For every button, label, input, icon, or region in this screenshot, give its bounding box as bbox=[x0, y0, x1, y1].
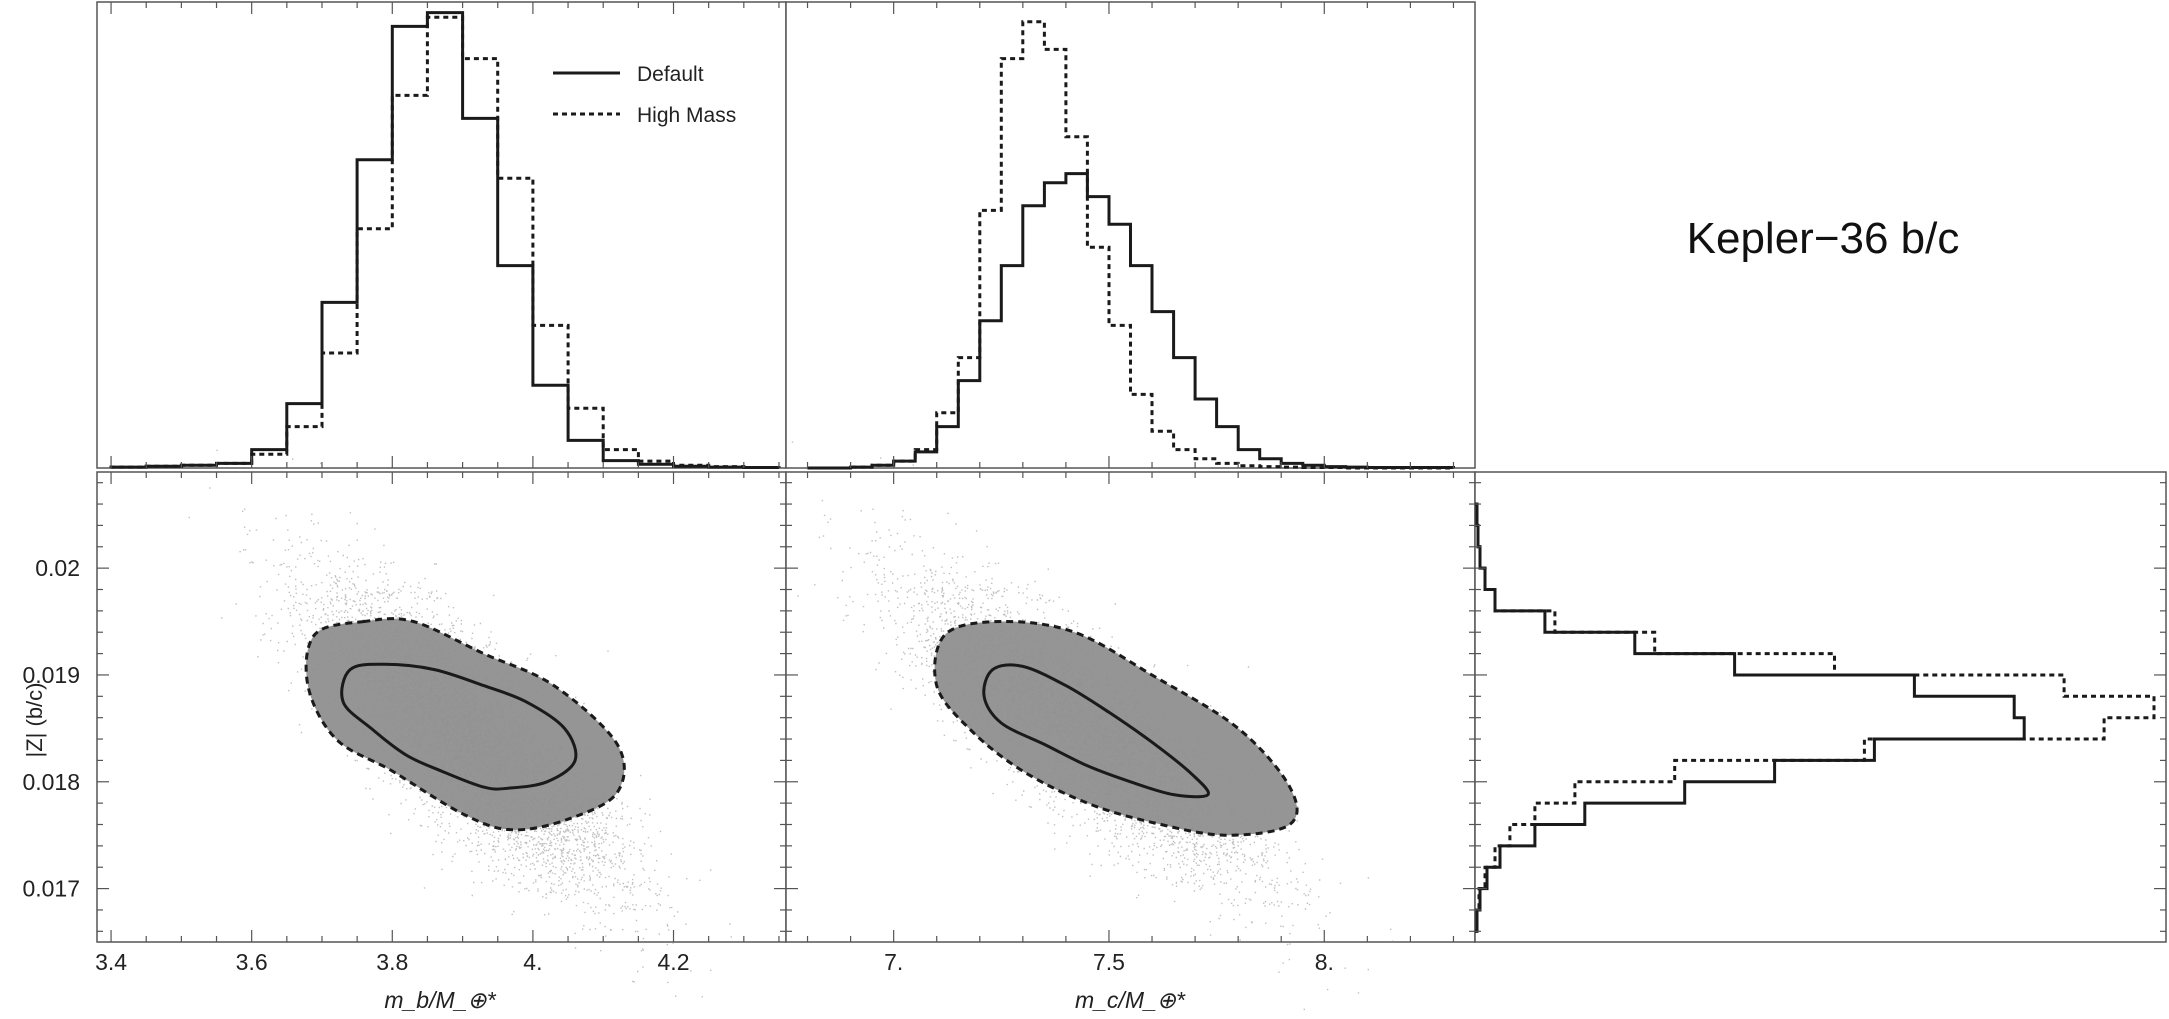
contour-outer-mb bbox=[304, 617, 626, 832]
legend: Default High Mass bbox=[553, 63, 736, 127]
scatter-dense-core bbox=[306, 618, 625, 830]
x-tick-label: 3.8 bbox=[376, 949, 408, 975]
contour-inner-mc bbox=[982, 663, 1210, 799]
y-tick-label: 0.017 bbox=[22, 876, 80, 902]
x-tick-label: 4. bbox=[523, 949, 542, 975]
contour-inner-mb bbox=[340, 662, 578, 791]
y-tick-label: 0.02 bbox=[35, 555, 80, 581]
y-tick-label: 0.018 bbox=[22, 769, 80, 795]
histogram-mb-frame bbox=[96, 1, 787, 469]
x-tick-label: 7.5 bbox=[1093, 949, 1125, 975]
x-tick-label: 3.4 bbox=[95, 949, 127, 975]
legend-label-high-mass: High Mass bbox=[637, 104, 736, 127]
x-tick-labels-mc: 7. 7.5 8. bbox=[884, 949, 1334, 975]
scatter-dense-core bbox=[934, 621, 1298, 836]
y-tick-label: 0.019 bbox=[22, 662, 80, 688]
y-tick-labels-z: 0.017 0.018 0.019 0.02 bbox=[22, 555, 80, 901]
contour-group bbox=[304, 617, 1299, 837]
x-axis-label-mc: m_c/M_⊕* bbox=[1075, 987, 1186, 1013]
figure-title: Kepler−36 b/c bbox=[1687, 214, 1960, 263]
x-tick-label: 8. bbox=[1315, 949, 1334, 975]
y-axis-label-z: |Z| (b/c) bbox=[22, 683, 47, 758]
contour-outer-mc bbox=[933, 619, 1299, 837]
x-tick-label: 3.6 bbox=[236, 949, 268, 975]
legend-label-default: Default bbox=[637, 63, 704, 86]
tick-group bbox=[97, 2, 2166, 942]
histogram-z-frame bbox=[1474, 471, 2167, 943]
histogram-mc-high-mass bbox=[807, 20, 1454, 470]
scatter-cloud-mb-z bbox=[188, 449, 732, 998]
x-tick-label: 7. bbox=[884, 949, 903, 975]
scatter-cloud-mc-z bbox=[791, 441, 1394, 1011]
x-axis-label-mb: m_b/M_⊕* bbox=[384, 987, 496, 1013]
x-tick-label: 4.2 bbox=[658, 949, 690, 975]
x-tick-labels-mb: 3.4 3.6 3.8 4. 4.2 bbox=[95, 949, 689, 975]
